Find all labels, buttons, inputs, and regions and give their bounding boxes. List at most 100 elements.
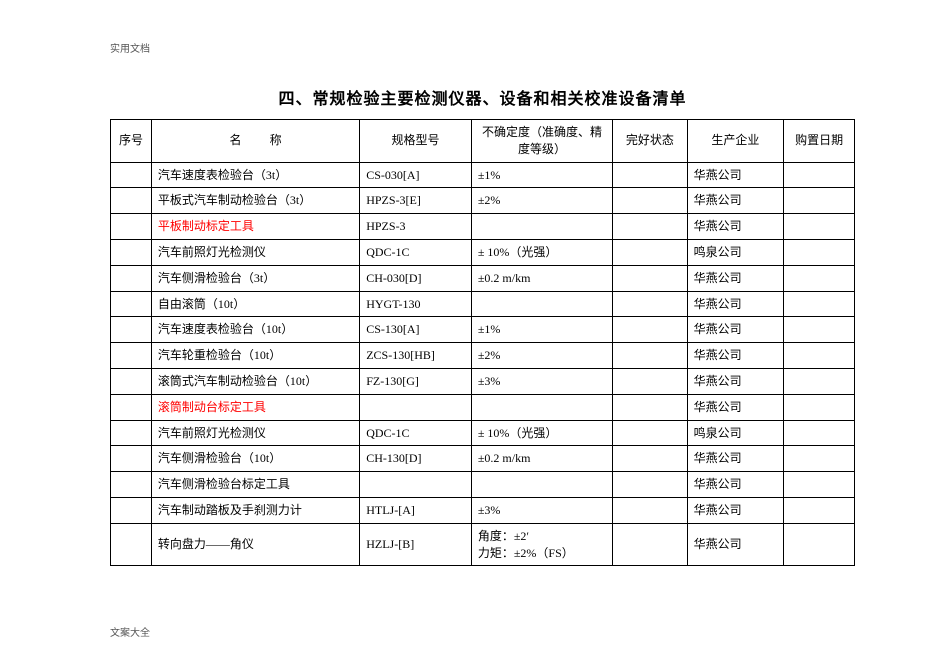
cell-seq xyxy=(111,343,152,369)
cell-model xyxy=(360,394,472,420)
cell-name: 汽车前照灯光检测仪 xyxy=(151,420,359,446)
cell-model: QDC-1C xyxy=(360,239,472,265)
cell-condition xyxy=(613,188,687,214)
cell-name: 汽车前照灯光检测仪 xyxy=(151,239,359,265)
col-name-b: 称 xyxy=(270,132,282,149)
cell-uncertainty: ±1% xyxy=(471,162,612,188)
cell-model xyxy=(360,472,472,498)
cell-manufacturer: 华燕公司 xyxy=(687,394,784,420)
cell-manufacturer: 华燕公司 xyxy=(687,472,784,498)
cell-uncertainty: 角度：±2′ 力矩：±2%（FS） xyxy=(471,523,612,566)
col-date: 购置日期 xyxy=(784,120,855,163)
cell-seq xyxy=(111,239,152,265)
table-row: 汽车前照灯光检测仪QDC-1C± 10%（光强）鸣泉公司 xyxy=(111,420,855,446)
cell-name: 滚筒式汽车制动检验台（10t） xyxy=(151,368,359,394)
cell-condition xyxy=(613,472,687,498)
cell-name: 平板式汽车制动检验台（3t） xyxy=(151,188,359,214)
cell-uncertainty: ±3% xyxy=(471,368,612,394)
cell-model: FZ-130[G] xyxy=(360,368,472,394)
cell-manufacturer: 华燕公司 xyxy=(687,446,784,472)
cell-name: 转向盘力——角仪 xyxy=(151,523,359,566)
cell-name: 汽车速度表检验台（10t） xyxy=(151,317,359,343)
table-row: 滚筒制动台标定工具华燕公司 xyxy=(111,394,855,420)
cell-uncertainty: ±3% xyxy=(471,497,612,523)
cell-model: HTLJ-[A] xyxy=(360,497,472,523)
cell-seq xyxy=(111,420,152,446)
cell-name: 汽车速度表检验台（3t） xyxy=(151,162,359,188)
table-header-row: 序号 名 称 规格型号 不确定度（准确度、精度等级） 完好状态 生产企业 购置日… xyxy=(111,120,855,163)
cell-uncertainty: ± 10%（光强） xyxy=(471,239,612,265)
cell-uncertainty xyxy=(471,214,612,240)
table-row: 平板制动标定工具HPZS-3华燕公司 xyxy=(111,214,855,240)
cell-condition xyxy=(613,497,687,523)
cell-manufacturer: 华燕公司 xyxy=(687,368,784,394)
cell-condition xyxy=(613,394,687,420)
cell-seq xyxy=(111,472,152,498)
equipment-table: 序号 名 称 规格型号 不确定度（准确度、精度等级） 完好状态 生产企业 购置日… xyxy=(110,119,855,566)
cell-manufacturer: 华燕公司 xyxy=(687,188,784,214)
col-manufacturer: 生产企业 xyxy=(687,120,784,163)
cell-seq xyxy=(111,214,152,240)
cell-condition xyxy=(613,214,687,240)
cell-condition xyxy=(613,291,687,317)
table-row: 汽车侧滑检验台（3t）CH-030[D]±0.2 m/km华燕公司 xyxy=(111,265,855,291)
cell-seq xyxy=(111,497,152,523)
cell-date xyxy=(784,523,855,566)
cell-condition xyxy=(613,162,687,188)
cell-seq xyxy=(111,291,152,317)
cell-uncertainty: ±2% xyxy=(471,188,612,214)
col-seq: 序号 xyxy=(111,120,152,163)
cell-date xyxy=(784,446,855,472)
col-model: 规格型号 xyxy=(360,120,472,163)
cell-condition xyxy=(613,317,687,343)
cell-model: CH-130[D] xyxy=(360,446,472,472)
cell-condition xyxy=(613,523,687,566)
cell-seq xyxy=(111,368,152,394)
cell-date xyxy=(784,317,855,343)
col-name-a: 名 xyxy=(230,132,242,149)
table-row: 汽车轮重检验台（10t）ZCS-130[HB]±2%华燕公司 xyxy=(111,343,855,369)
cell-model: CS-130[A] xyxy=(360,317,472,343)
cell-date xyxy=(784,497,855,523)
cell-model: QDC-1C xyxy=(360,420,472,446)
cell-manufacturer: 华燕公司 xyxy=(687,162,784,188)
table-row: 平板式汽车制动检验台（3t）HPZS-3[E]±2% 华燕公司 xyxy=(111,188,855,214)
cell-model: HZLJ-[B] xyxy=(360,523,472,566)
table-row: 汽车前照灯光检测仪QDC-1C± 10%（光强）鸣泉公司 xyxy=(111,239,855,265)
cell-manufacturer: 华燕公司 xyxy=(687,523,784,566)
table-row: 汽车速度表检验台（10t）CS-130[A]±1%华燕公司 xyxy=(111,317,855,343)
cell-date xyxy=(784,214,855,240)
cell-uncertainty: ± 10%（光强） xyxy=(471,420,612,446)
table-row: 自由滚筒（10t）HYGT-130华燕公司 xyxy=(111,291,855,317)
cell-seq xyxy=(111,523,152,566)
page-title: 四、常规检验主要检测仪器、设备和相关校准设备清单 xyxy=(110,85,855,109)
cell-condition xyxy=(613,420,687,446)
cell-date xyxy=(784,291,855,317)
table-row: 汽车制动踏板及手刹测力计HTLJ-[A]±3% 华燕公司 xyxy=(111,497,855,523)
cell-uncertainty xyxy=(471,394,612,420)
cell-date xyxy=(784,162,855,188)
cell-uncertainty: ±0.2 m/km xyxy=(471,265,612,291)
cell-model: HYGT-130 xyxy=(360,291,472,317)
col-uncertainty: 不确定度（准确度、精度等级） xyxy=(471,120,612,163)
cell-model: CS-030[A] xyxy=(360,162,472,188)
cell-manufacturer: 华燕公司 xyxy=(687,317,784,343)
cell-model: HPZS-3[E] xyxy=(360,188,472,214)
cell-name: 汽车侧滑检验台标定工具 xyxy=(151,472,359,498)
table-row: 滚筒式汽车制动检验台（10t）FZ-130[G]±3% 华燕公司 xyxy=(111,368,855,394)
col-name: 名 称 xyxy=(151,120,359,163)
cell-seq xyxy=(111,317,152,343)
table-row: 汽车速度表检验台（3t）CS-030[A]±1% 华燕公司 xyxy=(111,162,855,188)
cell-condition xyxy=(613,368,687,394)
col-condition: 完好状态 xyxy=(613,120,687,163)
cell-name: 汽车侧滑检验台（10t） xyxy=(151,446,359,472)
document-page: 实用文档 四、常规检验主要检测仪器、设备和相关校准设备清单 序号 名 称 规格型… xyxy=(0,0,945,669)
cell-condition xyxy=(613,265,687,291)
cell-date xyxy=(784,239,855,265)
cell-manufacturer: 华燕公司 xyxy=(687,497,784,523)
cell-manufacturer: 华燕公司 xyxy=(687,343,784,369)
doc-header-label: 实用文档 xyxy=(110,40,855,55)
cell-name: 平板制动标定工具 xyxy=(151,214,359,240)
cell-name: 汽车制动踏板及手刹测力计 xyxy=(151,497,359,523)
cell-condition xyxy=(613,343,687,369)
